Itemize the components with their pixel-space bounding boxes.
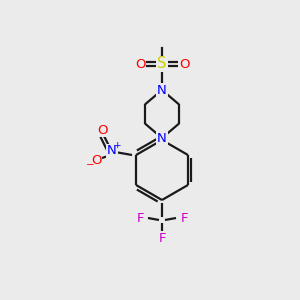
Text: O: O (135, 58, 145, 70)
Text: N: N (157, 131, 167, 145)
Text: +: + (113, 142, 121, 151)
Text: O: O (179, 58, 189, 70)
Text: O: O (91, 154, 101, 166)
Text: O: O (97, 124, 107, 136)
Text: S: S (157, 56, 167, 71)
Text: F: F (180, 212, 188, 224)
Text: −: − (85, 160, 94, 170)
Text: N: N (107, 145, 117, 158)
Text: F: F (158, 232, 166, 244)
Text: N: N (157, 83, 167, 97)
Text: F: F (136, 212, 144, 224)
